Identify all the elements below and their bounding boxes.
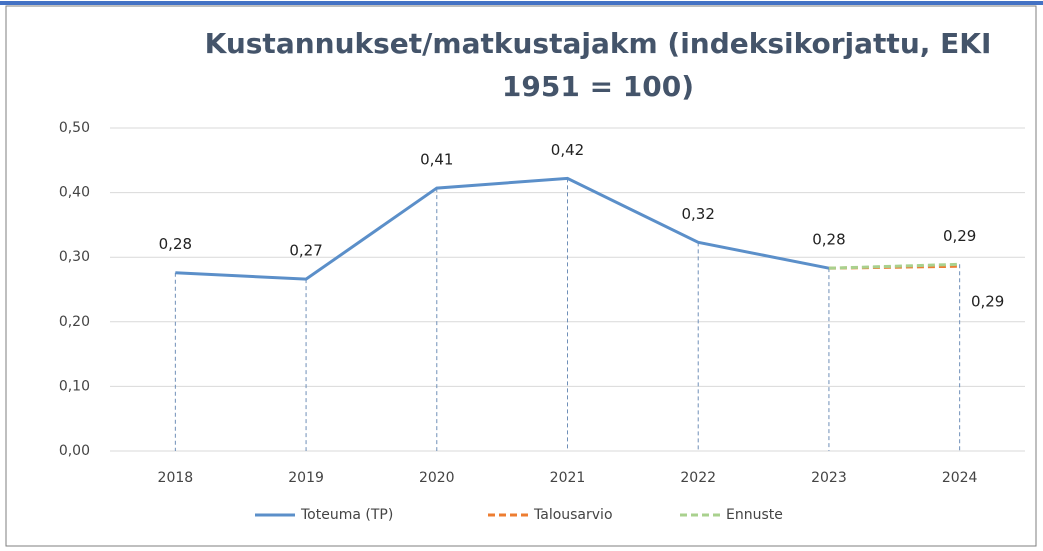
data-label: 0,41 [420, 151, 453, 169]
x-tick-label: 2019 [288, 470, 324, 486]
y-tick-label: 0,30 [59, 249, 90, 265]
y-tick-label: 0,10 [59, 378, 90, 394]
x-tick-label: 2020 [419, 470, 455, 486]
x-tick-label: 2022 [680, 470, 716, 486]
data-label: 0,29 [943, 227, 976, 245]
chart-border [5, 5, 1037, 547]
y-tick-label: 0,40 [59, 185, 90, 201]
chart-title: Kustannukset/matkustajakm (indeksikorjat… [205, 27, 992, 60]
data-label: 0,27 [289, 242, 322, 260]
y-tick-label: 0,20 [59, 314, 90, 330]
data-label: 0,29 [971, 293, 1004, 311]
data-label: 0,32 [682, 205, 715, 223]
data-label: 0,28 [812, 231, 845, 249]
chart-subtitle: 1951 = 100) [502, 70, 694, 103]
x-tick-label: 2021 [550, 470, 586, 486]
y-tick-label: 0,00 [59, 443, 90, 459]
x-tick-label: 2023 [811, 470, 847, 486]
data-label: 0,42 [551, 141, 584, 159]
y-tick-label: 0,50 [59, 120, 90, 136]
x-tick-label: 2018 [158, 470, 194, 486]
legend-label: Talousarvio [533, 507, 613, 523]
x-tick-label: 2024 [942, 470, 978, 486]
series-line [175, 176, 830, 281]
data-label: 0,28 [159, 235, 192, 253]
legend-label: Toteuma (TP) [300, 507, 393, 523]
legend-label: Ennuste [726, 507, 783, 523]
